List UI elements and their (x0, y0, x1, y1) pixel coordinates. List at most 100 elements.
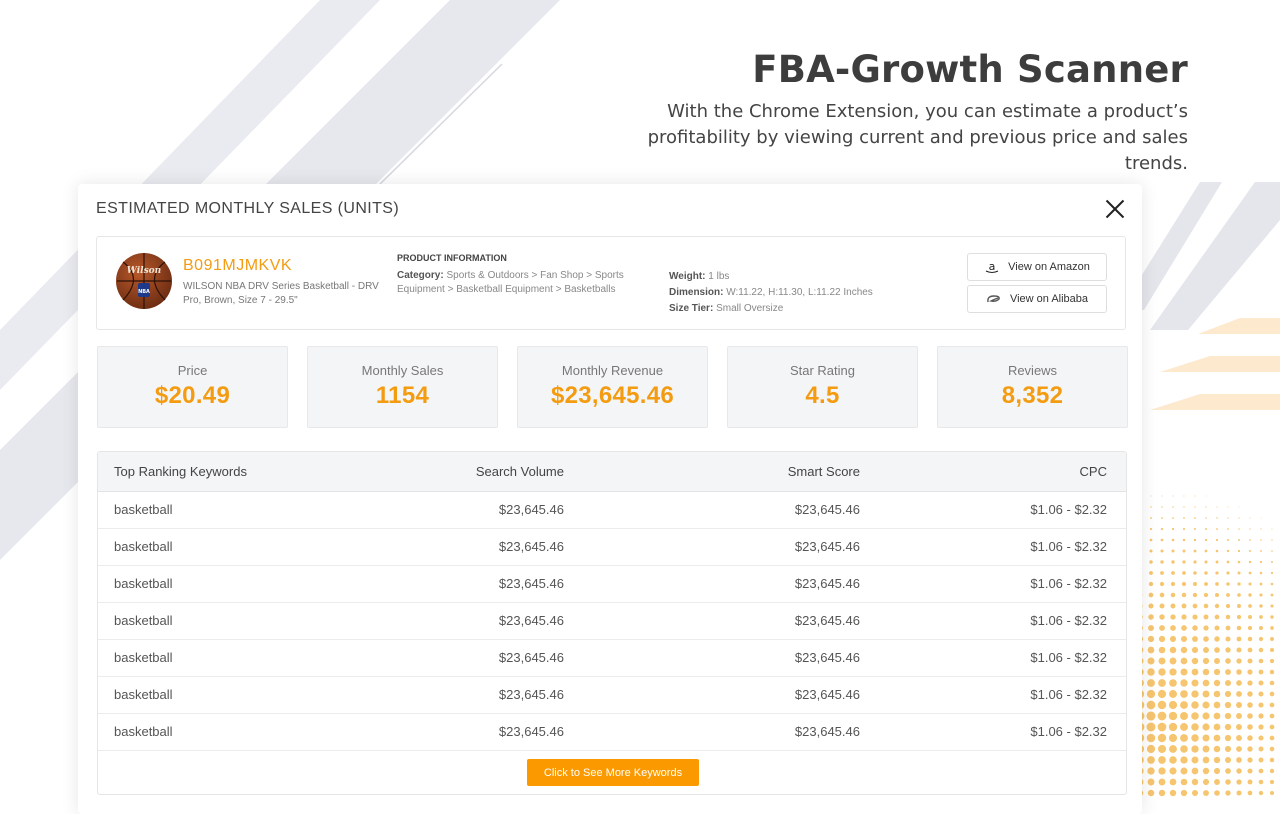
halftone-dot (1180, 712, 1188, 720)
halftone-dot (1170, 614, 1176, 620)
halftone-dot (1158, 646, 1166, 654)
halftone-dot (1182, 549, 1186, 553)
halftone-dot (1169, 756, 1177, 764)
halftone-dot (1236, 757, 1242, 763)
halftone-dot (1258, 702, 1264, 708)
halftone-dot (1146, 689, 1156, 699)
halftone-dot (1214, 636, 1220, 642)
halftone-dot (1214, 603, 1220, 609)
dimension-row: Dimension: W:11.22, H:11.30, L:11.22 Inc… (669, 285, 929, 301)
halftone-dot (1247, 625, 1253, 631)
halftone-dot (1236, 779, 1242, 785)
halftone-dot (1202, 679, 1210, 687)
halftone-dot (1224, 734, 1232, 742)
halftone-dot (1225, 658, 1231, 664)
halftone-dot (1236, 713, 1242, 719)
halftone-dot (1147, 646, 1155, 654)
stat-monthly-sales: Monthly Sales 1154 (307, 346, 498, 428)
halftone-dot (1236, 625, 1242, 631)
table-row: basketball $23,645.46 $23,645.46 $1.06 -… (98, 492, 1126, 529)
halftone-dot (1224, 723, 1232, 731)
halftone-dot (1169, 789, 1177, 797)
search-volume-cell: $23,645.46 (498, 724, 564, 739)
halftone-dot (1226, 538, 1230, 542)
halftone-dot (1161, 517, 1163, 519)
halftone-dot (1202, 756, 1210, 764)
halftone-dot (1269, 779, 1275, 785)
product-asin[interactable]: B091MJMKVK (183, 257, 293, 274)
halftone-dot (1150, 506, 1152, 508)
keywords-table: Top Ranking Keywords Search Volume Smart… (97, 451, 1127, 795)
halftone-dot (1269, 702, 1275, 708)
halftone-dot (1172, 495, 1174, 497)
halftone-dot (1270, 637, 1274, 641)
halftone-dot (1191, 734, 1199, 742)
keyword-cell: basketball (114, 724, 173, 739)
cpc-cell: $1.06 - $2.32 (1030, 539, 1107, 554)
halftone-dot (1248, 615, 1252, 619)
halftone-dot (1169, 657, 1177, 665)
halftone-dot (1205, 517, 1207, 519)
stat-label: Reviews (1007, 363, 1058, 378)
stat-label: Price (177, 363, 208, 378)
halftone-dot (1269, 658, 1275, 664)
halftone-dot (1215, 538, 1219, 542)
table-footer: Click to See More Keywords (98, 751, 1126, 794)
halftone-dot (1191, 657, 1199, 665)
halftone-dot (1213, 701, 1221, 709)
halftone-dot (1205, 495, 1207, 497)
halftone-dot (1270, 626, 1274, 630)
halftone-dot (1236, 790, 1242, 796)
view-on-amazon-button[interactable]: a View on Amazon (967, 253, 1107, 281)
halftone-dot (1172, 517, 1174, 519)
halftone-dot (1159, 603, 1165, 609)
halftone-dot (1158, 756, 1166, 764)
halftone-dot (1247, 724, 1253, 730)
column-header-cpc[interactable]: CPC (1079, 464, 1107, 479)
column-header-search-volume[interactable]: Search Volume (475, 464, 564, 479)
halftone-dot (1213, 756, 1221, 764)
halftone-dot (1270, 593, 1274, 597)
weight-value: 1 lbs (708, 271, 730, 282)
halftone-dot (1170, 625, 1176, 631)
halftone-dot (1236, 724, 1242, 730)
halftone-dot (1236, 680, 1242, 686)
halftone-dot (1193, 560, 1197, 564)
halftone-dot (1247, 669, 1253, 675)
halftone-dot (1169, 767, 1177, 775)
halftone-dot (1194, 495, 1196, 497)
halftone-dot (1215, 571, 1219, 575)
halftone-dot (1191, 767, 1199, 775)
search-volume-cell: $23,645.46 (498, 502, 564, 517)
halftone-dot (1258, 757, 1264, 763)
orange-halftone-dots (1135, 495, 1275, 797)
halftone-dot (1258, 779, 1264, 785)
halftone-dot (1191, 668, 1199, 676)
halftone-dot (1225, 647, 1231, 653)
column-header-keyword[interactable]: Top Ranking Keywords (114, 464, 247, 479)
halftone-dot (1191, 789, 1199, 797)
smart-score-cell: $23,645.46 (794, 539, 860, 554)
halftone-dot (1215, 560, 1219, 564)
halftone-dot (1193, 582, 1197, 586)
halftone-dot (1226, 582, 1230, 586)
halftone-dot (1158, 635, 1166, 643)
sales-modal: ESTIMATED MONTHLY SALES (UNITS) Wilson N… (78, 184, 1142, 814)
close-icon[interactable] (1104, 198, 1126, 220)
halftone-dot (1247, 636, 1253, 642)
column-header-smart-score[interactable]: Smart Score (787, 464, 860, 479)
halftone-dot (1227, 528, 1229, 530)
halftone-dot (1259, 582, 1263, 586)
table-row: basketball $23,645.46 $23,645.46 $1.06 -… (98, 566, 1126, 603)
halftone-dot (1269, 647, 1275, 653)
halftone-dot (1193, 527, 1197, 531)
view-on-alibaba-button[interactable]: View on Alibaba (967, 285, 1107, 313)
halftone-dot (1247, 647, 1253, 653)
halftone-dot (1170, 592, 1176, 598)
halftone-dot (1236, 691, 1242, 697)
see-more-keywords-button[interactable]: Click to See More Keywords (527, 759, 699, 786)
halftone-dot (1147, 635, 1155, 643)
halftone-dot (1181, 625, 1187, 631)
table-header: Top Ranking Keywords Search Volume Smart… (98, 452, 1126, 492)
smart-score-cell: $23,645.46 (794, 576, 860, 591)
